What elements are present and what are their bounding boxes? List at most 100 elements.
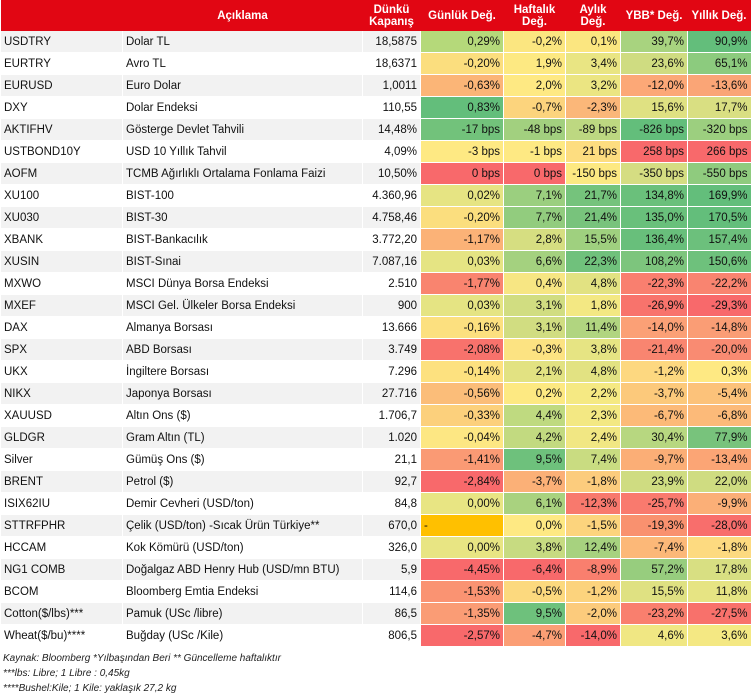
instrument-description: BIST-Sınai	[122, 250, 363, 273]
ytd-change: -22,3%	[620, 272, 688, 295]
weekly-change: 3,1%	[503, 316, 566, 339]
close-value: 18,5875	[362, 31, 421, 53]
instrument-description: Pamuk (USc /libre)	[122, 602, 363, 625]
header-monthly-change: Aylık Değ.	[565, 0, 621, 31]
ytd-change: 134,8%	[620, 184, 688, 207]
monthly-change: -1,2%	[565, 580, 621, 603]
instrument-code: XU030	[0, 206, 123, 229]
weekly-change: 7,1%	[503, 184, 566, 207]
ytd-change: 23,6%	[620, 52, 688, 75]
close-value: 7.296	[362, 360, 421, 383]
daily-change: -0,56%	[420, 382, 504, 405]
weekly-change: 6,6%	[503, 250, 566, 273]
close-value: 1,0011	[362, 74, 421, 97]
weekly-change: 0,4%	[503, 272, 566, 295]
weekly-change: -48 bps	[503, 118, 566, 141]
instrument-description: Gösterge Devlet Tahvili	[122, 118, 363, 141]
ytd-change: 258 bps	[620, 140, 688, 163]
instrument-code: Cotton($/lbs)***	[0, 602, 123, 625]
instrument-description: Gram Altın (TL)	[122, 426, 363, 449]
ytd-change: -25,7%	[620, 492, 688, 515]
monthly-change: 12,4%	[565, 536, 621, 559]
instrument-code: DXY	[0, 96, 123, 119]
ytd-change: 57,2%	[620, 558, 688, 581]
instrument-description: TCMB Ağırlıklı Ortalama Fonlama Faizi	[122, 162, 363, 185]
table-row: DAX Almanya Borsası 13.666 -0,16% 3,1% 11,4% -…	[0, 316, 751, 339]
daily-change: -0,33%	[420, 404, 504, 427]
daily-change: 0,29%	[420, 31, 504, 53]
daily-change: -2,84%	[420, 470, 504, 493]
yearly-change: 157,4%	[687, 228, 751, 251]
daily-change: -1,35%	[420, 602, 504, 625]
monthly-change: 11,4%	[565, 316, 621, 339]
instrument-description: Dolar TL	[122, 31, 363, 53]
ytd-change: -7,4%	[620, 536, 688, 559]
instrument-code: HCCAM	[0, 536, 123, 559]
close-value: 1.020	[362, 426, 421, 449]
close-value: 84,8	[362, 492, 421, 515]
yearly-change: -14,8%	[687, 316, 751, 339]
instrument-code: BCOM	[0, 580, 123, 603]
instrument-code: AOFM	[0, 162, 123, 185]
table-row: BRENT Petrol ($) 92,7 -2,84% -3,7% -1,8% 23,9%…	[0, 470, 751, 493]
yearly-change: 150,6%	[687, 250, 751, 273]
yearly-change: -20,0%	[687, 338, 751, 361]
ytd-change: 136,4%	[620, 228, 688, 251]
monthly-change: 4,8%	[565, 360, 621, 383]
ytd-change: 4,6%	[620, 624, 688, 647]
monthly-change: -12,3%	[565, 492, 621, 515]
table-row: ISIX62IU Demir Cevheri (USD/ton) 84,8 0,00%…	[0, 492, 751, 515]
yearly-change: 169,9%	[687, 184, 751, 207]
instrument-description: USD 10 Yıllık Tahvil	[122, 140, 363, 163]
yearly-change: 3,6%	[687, 624, 751, 647]
instrument-code: MXEF	[0, 294, 123, 317]
monthly-change: 4,8%	[565, 272, 621, 295]
instrument-code: EURUSD	[0, 74, 123, 97]
monthly-change: 22,3%	[565, 250, 621, 273]
yearly-change: 77,9%	[687, 426, 751, 449]
weekly-change: -0,5%	[503, 580, 566, 603]
table-row: Silver Gümüş Ons ($) 21,1 -1,41% 9,5% 7,4% -9,…	[0, 448, 751, 471]
close-value: 3.772,20	[362, 228, 421, 251]
yearly-change: 170,5%	[687, 206, 751, 229]
yearly-change: -5,4%	[687, 382, 751, 405]
ytd-change: -12,0%	[620, 74, 688, 97]
close-value: 3.749	[362, 338, 421, 361]
ytd-change: -26,9%	[620, 294, 688, 317]
instrument-code: MXWO	[0, 272, 123, 295]
daily-change: -2,08%	[420, 338, 504, 361]
weekly-change: 3,8%	[503, 536, 566, 559]
instrument-code: BRENT	[0, 470, 123, 493]
instrument-description: Kok Kömürü (USD/ton)	[122, 536, 363, 559]
daily-change: -1,77%	[420, 272, 504, 295]
instrument-code: DAX	[0, 316, 123, 339]
close-value: 5,9	[362, 558, 421, 581]
weekly-change: 0 bps	[503, 162, 566, 185]
instrument-description: BIST-30	[122, 206, 363, 229]
table-row: XBANK BIST-Bankacılık 3.772,20 -1,17% 2,8% 15…	[0, 228, 751, 251]
monthly-change: 0,1%	[565, 31, 621, 53]
close-value: 670,0	[362, 514, 421, 537]
table-row: USDTRY Dolar TL 18,5875 0,29% -0,2% 0,1% 39,7%…	[0, 31, 751, 53]
weekly-change: -6,4%	[503, 558, 566, 581]
table-row: UKX İngiltere Borsası 7.296 -0,14% 2,1% 4,8% -…	[0, 360, 751, 383]
monthly-change: 21 bps	[565, 140, 621, 163]
yearly-change: -22,2%	[687, 272, 751, 295]
market-table: Açıklama Dünkü Kapanış Günlük Değ. Hafta…	[0, 0, 751, 647]
yearly-change: 22,0%	[687, 470, 751, 493]
yearly-change: -550 bps	[687, 162, 751, 185]
close-value: 27.716	[362, 382, 421, 405]
ytd-change: -6,7%	[620, 404, 688, 427]
close-value: 14,48%	[362, 118, 421, 141]
weekly-change: 7,7%	[503, 206, 566, 229]
daily-change: -0,04%	[420, 426, 504, 449]
close-value: 18,6371	[362, 52, 421, 75]
instrument-description: Çelik (USD/ton) -Sıcak Ürün Türkiye**	[122, 514, 363, 537]
instrument-description: Gümüş Ons ($)	[122, 448, 363, 471]
instrument-description: İngiltere Borsası	[122, 360, 363, 383]
daily-change: 0 bps	[420, 162, 504, 185]
ytd-change: 15,5%	[620, 580, 688, 603]
weekly-change: 2,8%	[503, 228, 566, 251]
monthly-change: 21,4%	[565, 206, 621, 229]
daily-change: -0,20%	[420, 206, 504, 229]
